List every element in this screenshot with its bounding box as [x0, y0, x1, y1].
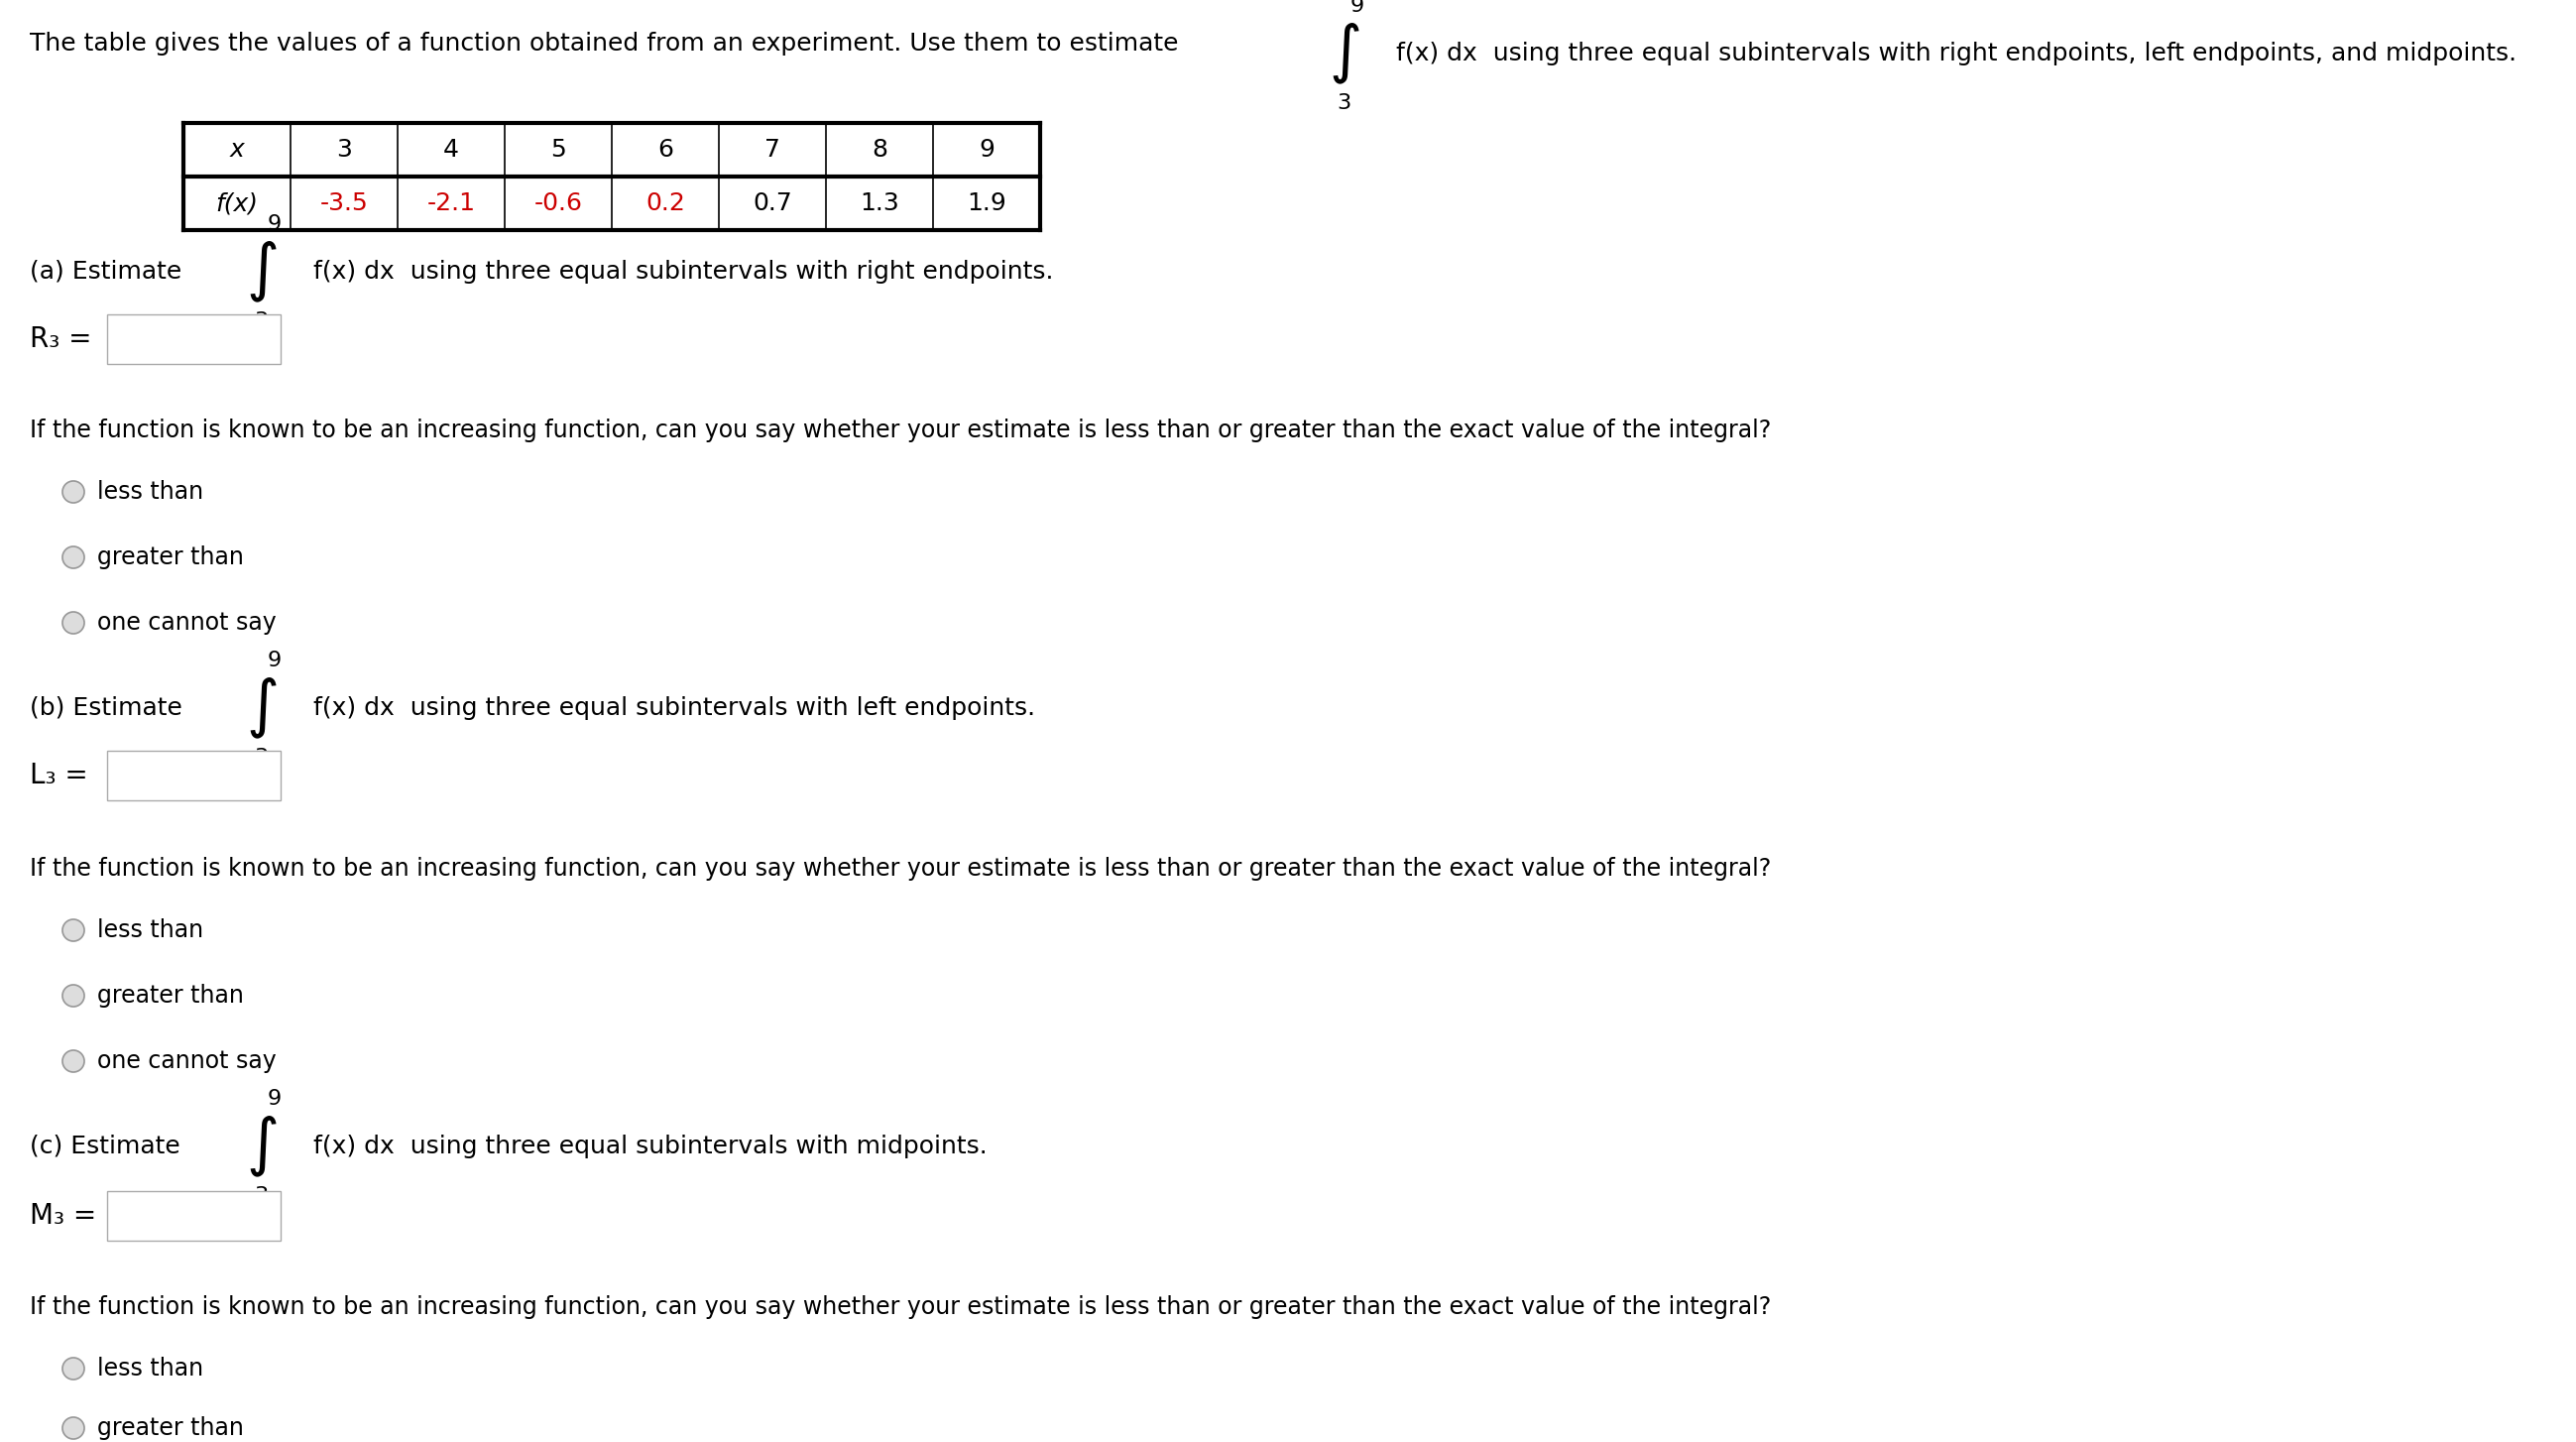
- Text: 4: 4: [443, 138, 459, 162]
- Text: 3: 3: [255, 311, 268, 332]
- Text: f(x) dx  using three equal subintervals with midpoints.: f(x) dx using three equal subintervals w…: [314, 1135, 987, 1158]
- Circle shape: [62, 611, 85, 633]
- Text: $\int$: $\int$: [245, 239, 278, 304]
- Text: If the function is known to be an increasing function, can you say whether your : If the function is known to be an increa…: [31, 857, 1772, 881]
- Text: 6: 6: [657, 138, 672, 162]
- Text: f(x) dx  using three equal subintervals with left endpoints.: f(x) dx using three equal subintervals w…: [314, 696, 1036, 720]
- Text: 9: 9: [268, 215, 281, 234]
- Text: R₃ =: R₃ =: [31, 326, 93, 353]
- Text: greater than: greater than: [98, 983, 245, 1008]
- Circle shape: [62, 985, 85, 1007]
- Text: 3: 3: [1337, 94, 1350, 112]
- Text: 9: 9: [979, 138, 994, 162]
- Text: less than: less than: [98, 1357, 204, 1380]
- FancyBboxPatch shape: [108, 314, 281, 363]
- FancyBboxPatch shape: [108, 751, 281, 800]
- Text: -3.5: -3.5: [319, 192, 368, 215]
- Text: (c) Estimate: (c) Estimate: [31, 1135, 180, 1158]
- Text: $\int$: $\int$: [245, 1115, 278, 1180]
- Text: If the function is known to be an increasing function, can you say whether your : If the function is known to be an increa…: [31, 1295, 1772, 1319]
- Text: 3: 3: [337, 138, 353, 162]
- Text: M₃ =: M₃ =: [31, 1203, 95, 1230]
- FancyBboxPatch shape: [108, 1191, 281, 1240]
- Text: 7: 7: [765, 138, 781, 162]
- Circle shape: [62, 482, 85, 503]
- Text: one cannot say: one cannot say: [98, 611, 276, 634]
- Text: 1.9: 1.9: [966, 192, 1007, 215]
- Circle shape: [62, 1358, 85, 1380]
- Text: 0.7: 0.7: [752, 192, 791, 215]
- Text: less than: less than: [98, 919, 204, 942]
- Text: f(x): f(x): [216, 192, 258, 215]
- Text: x: x: [229, 138, 245, 162]
- Text: If the function is known to be an increasing function, can you say whether your : If the function is known to be an increa…: [31, 418, 1772, 443]
- Text: (a) Estimate: (a) Estimate: [31, 260, 183, 284]
- Text: 5: 5: [551, 138, 567, 162]
- Text: 3: 3: [255, 1187, 268, 1206]
- Text: f(x) dx  using three equal subintervals with right endpoints, left endpoints, an: f(x) dx using three equal subintervals w…: [1396, 42, 2517, 65]
- Circle shape: [62, 1050, 85, 1071]
- Text: 9: 9: [1350, 0, 1365, 16]
- Circle shape: [62, 547, 85, 568]
- Text: The table gives the values of a function obtained from an experiment. Use them t: The table gives the values of a function…: [31, 32, 1177, 56]
- Text: greater than: greater than: [98, 545, 245, 570]
- Text: f(x) dx  using three equal subintervals with right endpoints.: f(x) dx using three equal subintervals w…: [314, 260, 1054, 284]
- Text: less than: less than: [98, 480, 204, 503]
- Text: L₃ =: L₃ =: [31, 761, 88, 789]
- Text: 0.2: 0.2: [647, 192, 685, 215]
- Text: -2.1: -2.1: [428, 192, 477, 215]
- Text: $\int$: $\int$: [245, 676, 278, 741]
- Text: $\int$: $\int$: [1329, 22, 1360, 87]
- Text: (b) Estimate: (b) Estimate: [31, 696, 183, 720]
- Text: 1.3: 1.3: [860, 192, 899, 215]
- Text: 3: 3: [255, 748, 268, 767]
- Circle shape: [62, 920, 85, 942]
- Circle shape: [62, 1417, 85, 1439]
- Text: 8: 8: [871, 138, 886, 162]
- Text: one cannot say: one cannot say: [98, 1050, 276, 1073]
- Text: greater than: greater than: [98, 1416, 245, 1441]
- Text: 9: 9: [268, 1089, 281, 1109]
- Text: 9: 9: [268, 650, 281, 671]
- Text: -0.6: -0.6: [533, 192, 582, 215]
